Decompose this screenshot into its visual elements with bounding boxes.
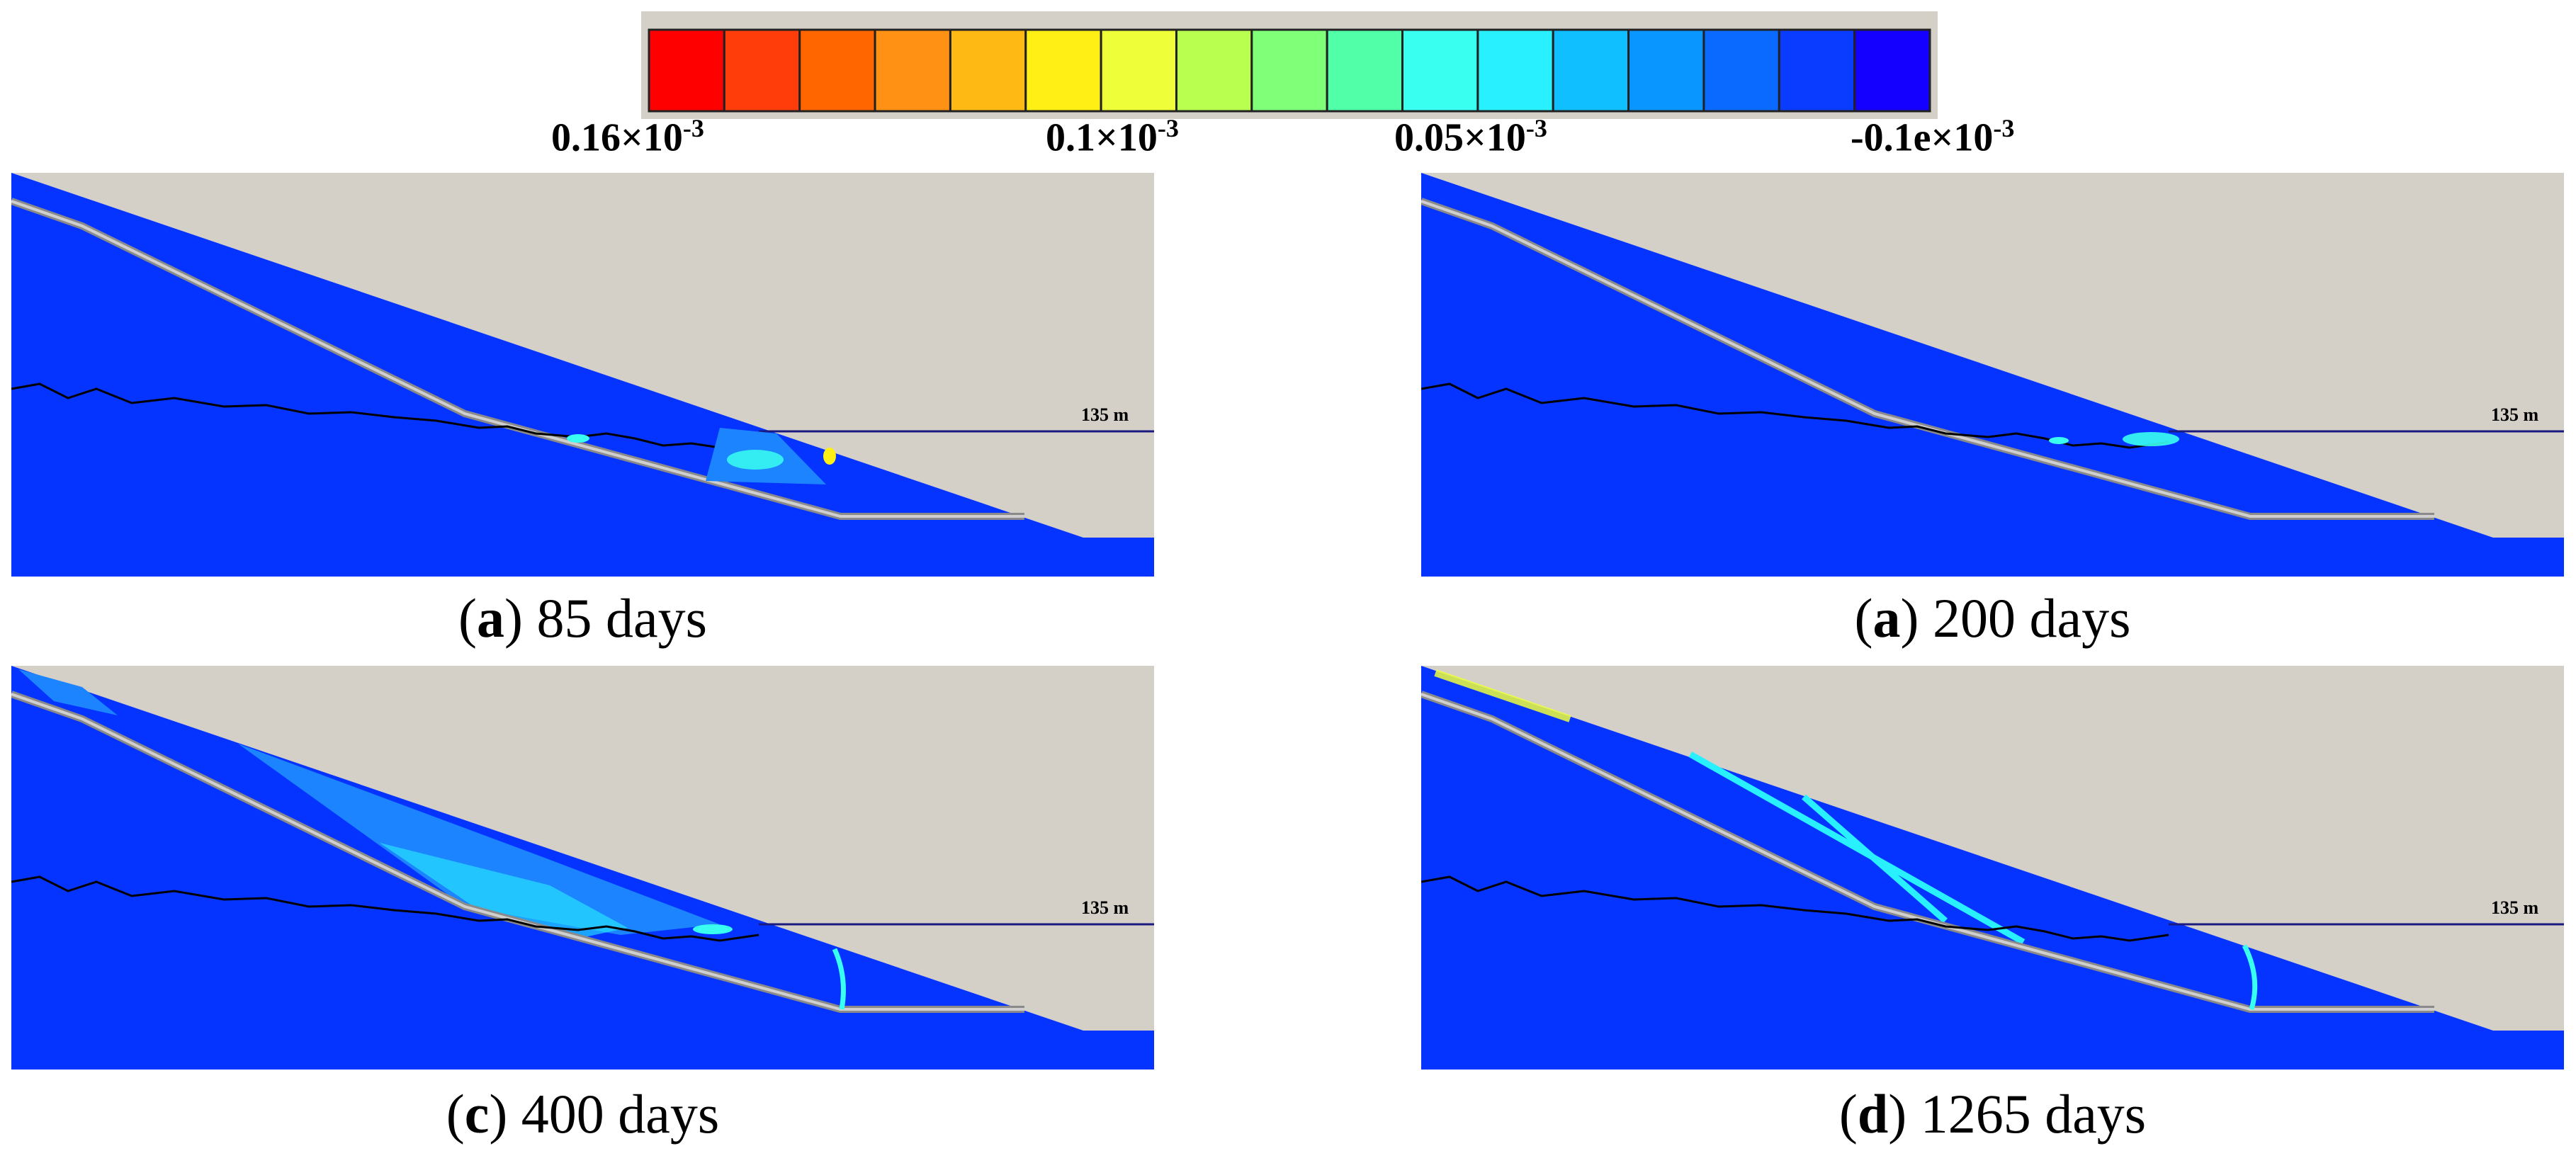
- legend-label-max: 0.16×10-3: [551, 114, 704, 160]
- caption-c-400-days: (c) 400 days: [446, 1083, 720, 1145]
- legend-color-cell: [1401, 28, 1479, 113]
- water-level-label: 135 m: [2491, 897, 2539, 918]
- displacement-hotspot: [727, 450, 784, 470]
- caption-a-200-days: (a) 200 days: [1854, 587, 2131, 649]
- slope-contour-plot: 135 m: [1421, 666, 2564, 1070]
- caption-d-1265-days: (d) 1265 days: [1838, 1083, 2147, 1145]
- panel-d-1265-days: 135 m: [1421, 666, 2564, 1070]
- panel-a-200-days: 135 m: [1421, 173, 2564, 577]
- legend-color-cell: [798, 28, 876, 113]
- legend-color-cell: [1250, 28, 1328, 113]
- legend-color-cell: [1175, 28, 1253, 113]
- legend-label-min: -0.1e×10-3: [1851, 114, 2015, 160]
- legend-color-cell: [1024, 28, 1102, 113]
- water-level-label: 135 m: [1081, 404, 1129, 425]
- caption-a-85-days: (a) 85 days: [458, 587, 707, 649]
- displacement-spot: [567, 434, 589, 443]
- displacement-hotspot: [2123, 432, 2179, 446]
- panel-c-400-days: 135 m: [11, 666, 1154, 1070]
- top-displacement-zone: [18, 669, 118, 715]
- phreatic-line: [11, 382, 759, 449]
- displacement-spot: [2049, 437, 2069, 444]
- legend-color-cell: [874, 28, 951, 113]
- legend-color-cell: [1627, 28, 1705, 113]
- sliding-surface-inner: [11, 693, 1024, 1011]
- sliding-surface-inner: [11, 200, 1024, 518]
- sliding-surface-inner: [1421, 693, 2434, 1011]
- water-level-label: 135 m: [2491, 404, 2539, 425]
- legend-color-cell: [1326, 28, 1404, 113]
- legend-color-cell: [1778, 28, 1856, 113]
- legend-color-cell: [1476, 28, 1554, 113]
- legend-color-cell: [1100, 28, 1177, 113]
- phreatic-line: [1421, 875, 2169, 942]
- crack-band: [832, 948, 846, 1010]
- color-scale-bar: [648, 28, 1931, 113]
- legend-color-cell: [1853, 28, 1931, 113]
- slope-body: [1421, 173, 2564, 577]
- color-scale-legend: [641, 11, 1938, 119]
- displacement-spot: [693, 924, 733, 934]
- panel-a-85-days: 135 m: [11, 173, 1154, 577]
- slope-contour-plot: 135 m: [11, 173, 1154, 577]
- displacement-band: [380, 843, 628, 938]
- displacement-zone: [238, 744, 720, 935]
- shear-band-2: [1802, 794, 1948, 924]
- legend-color-cell: [1552, 28, 1630, 113]
- slope-contour-plot: 135 m: [11, 666, 1154, 1070]
- slope-body: [11, 173, 1154, 577]
- legend-color-cell: [723, 28, 801, 113]
- water-level-label: 135 m: [1081, 897, 1129, 918]
- legend-color-cell: [648, 28, 725, 113]
- phreatic-line: [11, 875, 759, 942]
- legend-label-0-1: 0.1×10-3: [1046, 114, 1179, 160]
- slope-contour-plot: 135 m: [1421, 173, 2564, 577]
- legend-label-0-05: 0.05×10-3: [1394, 114, 1547, 160]
- top-shear-band: [1434, 669, 1571, 722]
- crack-band: [2242, 944, 2258, 1010]
- displacement-peak: [823, 448, 836, 465]
- legend-color-cell: [1702, 28, 1780, 113]
- sliding-surface-inner: [1421, 200, 2434, 518]
- legend-color-cell: [949, 28, 1027, 113]
- shear-band-1: [1688, 751, 2026, 945]
